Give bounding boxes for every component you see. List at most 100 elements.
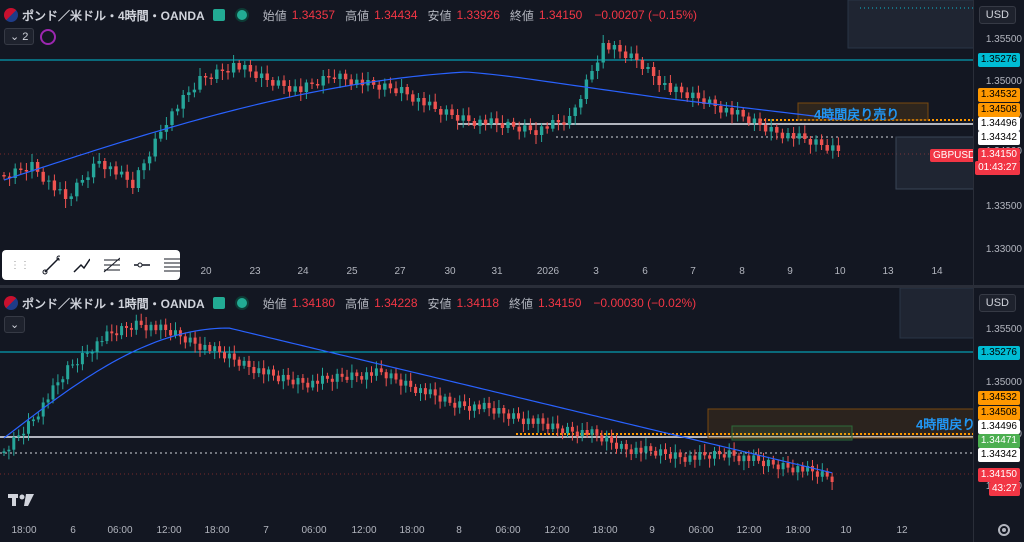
- annotation-text[interactable]: 4時間戻り売り: [814, 107, 900, 122]
- candle-body: [316, 380, 320, 384]
- annotation-box[interactable]: [707, 408, 974, 439]
- candle-body: [730, 108, 734, 115]
- trend-line-icon[interactable]: [42, 255, 60, 275]
- candle-body: [683, 457, 687, 462]
- candle-body: [159, 131, 163, 139]
- symbol-title[interactable]: ポンド／米ドル・1時間・OANDA: [22, 296, 205, 311]
- candle-body: [595, 62, 600, 71]
- candle-body: [31, 419, 35, 422]
- candle-body: [17, 435, 21, 438]
- chart-pane-1h[interactable]: ポンド／米ドル・1時間・OANDA 始値 1.34180 高値 1.34228 安値…: [0, 288, 1024, 542]
- horizontal-line-icon[interactable]: [132, 255, 150, 275]
- candle-body: [450, 109, 454, 115]
- candle-body: [545, 126, 549, 129]
- range-box[interactable]: [847, 0, 974, 49]
- candle-body: [423, 388, 427, 395]
- candle-body: [7, 176, 12, 178]
- candle-body: [659, 449, 663, 456]
- candle-body: [86, 177, 90, 180]
- green-zone[interactable]: [731, 425, 853, 441]
- currency-select[interactable]: USD: [978, 294, 1016, 312]
- drag-handle-icon[interactable]: ⋮⋮: [10, 259, 30, 271]
- moving-average-line[interactable]: [3, 71, 839, 181]
- time-tick: 7: [263, 525, 269, 536]
- symbol-title[interactable]: ポンド／米ドル・4時間・OANDA: [22, 8, 205, 23]
- candle-body: [624, 443, 628, 450]
- candle-body: [747, 455, 751, 461]
- candle-body: [467, 115, 471, 121]
- candle-body: [272, 369, 275, 376]
- candle-body: [119, 171, 124, 175]
- candle-body: [526, 418, 530, 425]
- low-value: 1.33926: [456, 8, 500, 22]
- time-tick: 20: [200, 266, 212, 277]
- candle-body: [304, 82, 309, 92]
- change-value: −0.00207 (−0.15%): [594, 8, 698, 22]
- market-open-icon: [234, 296, 249, 310]
- candles-1h[interactable]: [0, 288, 974, 542]
- candle-body: [478, 119, 482, 126]
- chart-pane-4h[interactable]: ポンド／米ドル・4時間・OANDA 始値 1.34357 高値 1.34434 安値…: [0, 0, 1024, 286]
- candles-4h[interactable]: [0, 0, 974, 286]
- candle-body: [170, 111, 174, 125]
- annotation-box[interactable]: [797, 102, 929, 121]
- candle-body: [801, 466, 805, 472]
- candle-body: [247, 360, 251, 367]
- candle-body: [791, 467, 795, 473]
- legend-1h: ポンド／米ドル・1時間・OANDA 始値 1.34180 高値 1.34228 安値…: [4, 294, 696, 312]
- candle-body: [688, 455, 692, 462]
- candle-body: [507, 413, 511, 419]
- moving-average-line[interactable]: [3, 327, 833, 474]
- candle-body: [517, 413, 520, 419]
- ray-icon[interactable]: [72, 255, 90, 275]
- candle-body: [12, 437, 16, 450]
- candle-body: [463, 401, 467, 407]
- candle-body: [727, 450, 731, 458]
- candle-body: [422, 98, 426, 106]
- candle-body: [169, 330, 173, 336]
- fib-icon[interactable]: [102, 255, 120, 275]
- candle-body: [724, 108, 729, 113]
- candle-body: [187, 92, 191, 95]
- parallel-lines-icon[interactable]: [162, 255, 180, 275]
- candle-body: [674, 86, 678, 92]
- candle-body: [806, 465, 810, 472]
- collapse-indicators-button[interactable]: ⌄ 2: [4, 28, 35, 45]
- candle-body: [125, 326, 128, 328]
- settings-gear-icon[interactable]: [994, 520, 1014, 540]
- candle-body: [282, 80, 286, 86]
- range-box-2[interactable]: [895, 136, 974, 190]
- candle-body: [103, 161, 107, 170]
- candle-body: [531, 418, 535, 424]
- tradingview-logo[interactable]: [8, 492, 36, 513]
- range-box[interactable]: [899, 288, 974, 339]
- candle-body: [797, 133, 801, 139]
- collapse-indicators-button[interactable]: ⌄: [4, 316, 26, 333]
- candle-body: [265, 73, 269, 80]
- candle-body: [742, 455, 746, 462]
- candle-body: [455, 115, 460, 121]
- currency-select[interactable]: USD: [978, 6, 1016, 24]
- candle-body: [741, 110, 745, 117]
- candle-body: [612, 45, 617, 50]
- time-tick: 18:00: [399, 525, 425, 536]
- time-tick: 12:00: [736, 525, 762, 536]
- price-tag: 1.35276: [977, 346, 1020, 360]
- candle-body: [836, 145, 841, 151]
- open-value: 1.34180: [291, 296, 336, 310]
- price-axis-4h[interactable]: USD 1.355001.350001.345001.340001.335001…: [973, 0, 1024, 286]
- candle-body: [405, 87, 409, 95]
- indicator-icon[interactable]: [40, 28, 57, 45]
- time-tick: 18:00: [11, 525, 37, 536]
- candle-body: [668, 83, 673, 92]
- time-tick: 7: [690, 266, 696, 277]
- price-tick: 1.35500: [985, 324, 1022, 335]
- candle-body: [97, 161, 101, 164]
- annotation-text[interactable]: 4時間戻り: [916, 417, 976, 432]
- candle-body: [663, 83, 667, 85]
- candle-body: [566, 426, 569, 434]
- candle-body: [517, 126, 521, 132]
- time-tick: 18:00: [204, 525, 230, 536]
- pane-separator[interactable]: [0, 285, 1024, 288]
